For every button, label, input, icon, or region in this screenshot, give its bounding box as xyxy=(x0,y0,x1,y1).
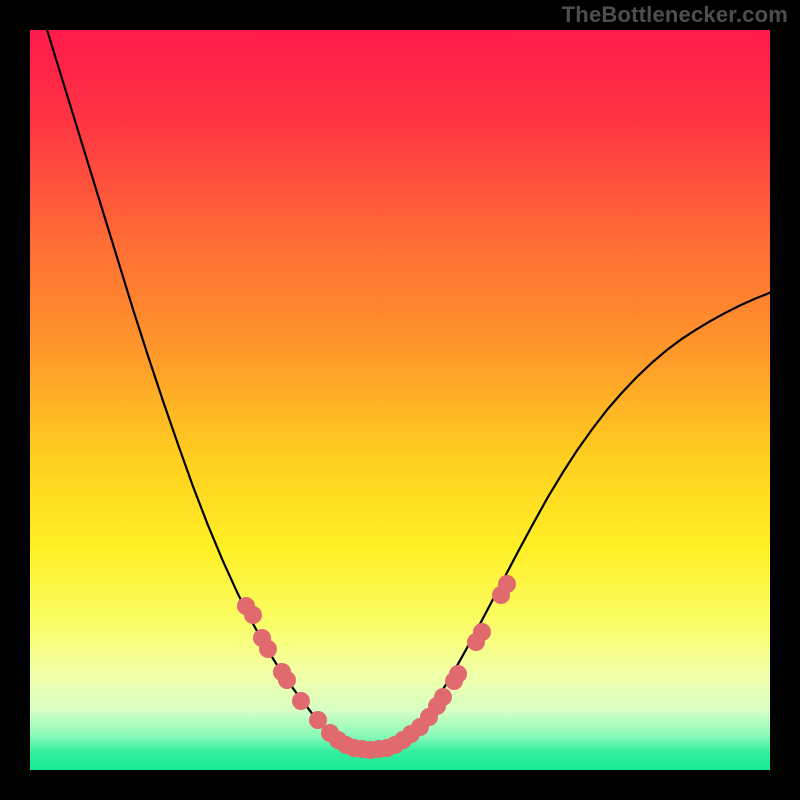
data-point xyxy=(449,665,467,683)
data-point xyxy=(473,623,491,641)
data-point xyxy=(259,640,277,658)
plot-area xyxy=(30,30,770,770)
data-point xyxy=(434,688,452,706)
data-point xyxy=(498,575,516,593)
data-point xyxy=(244,606,262,624)
watermark-text: TheBottlenecker.com xyxy=(562,2,788,28)
data-point xyxy=(278,671,296,689)
bottleneck-curve xyxy=(30,30,770,770)
data-point xyxy=(292,692,310,710)
